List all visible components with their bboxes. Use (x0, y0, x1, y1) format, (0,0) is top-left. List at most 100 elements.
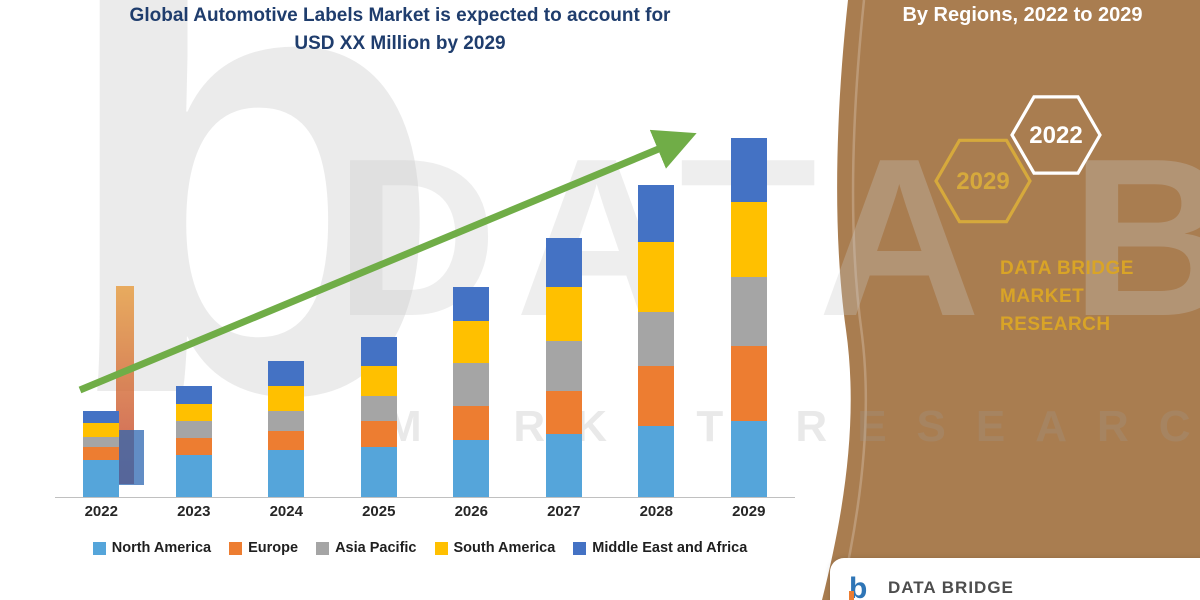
bar-segment-asia-pacific (83, 436, 120, 448)
bar-segment-south-america (268, 385, 305, 411)
x-axis-label: 2022 (84, 503, 118, 520)
bar-segment-middle-east-and-africa (268, 361, 305, 386)
bar-column-2026 (425, 120, 518, 497)
hexagon-2029-shape (934, 138, 1032, 224)
bar-segment-asia-pacific (360, 395, 397, 421)
legend-label: Europe (248, 540, 299, 556)
bar-stack (453, 286, 490, 497)
bar-segment-south-america (83, 422, 120, 437)
bar-stack (545, 238, 582, 497)
bar-segment-north-america (360, 447, 397, 497)
by-regions-heading: By Regions, 2022 to 2029 (902, 4, 1143, 26)
bar-stack (268, 361, 305, 497)
bar-column-2022 (55, 120, 148, 497)
legend-swatch (434, 541, 448, 555)
bar-segment-north-america (638, 425, 675, 497)
bar-segment-north-america (175, 455, 212, 497)
legend-item-europe: Europe (229, 540, 298, 556)
bar-column-2025 (333, 120, 426, 497)
legend-item-south-america: South America (434, 540, 556, 556)
brand-text: DATA BRIDGE MARKET RESEARCH (1000, 255, 1200, 339)
hexagon-badges: 2029 2022 (934, 95, 1102, 224)
chart-title: Global Automotive Labels Market is expec… (40, 2, 760, 58)
bar-segment-europe (268, 430, 305, 451)
bar-segment-europe (83, 447, 120, 461)
legend-swatch (229, 541, 243, 555)
x-axis-label: 2023 (177, 503, 211, 520)
bar-segment-asia-pacific (545, 341, 582, 391)
bar-segment-europe (360, 420, 397, 448)
legend-swatch (92, 541, 106, 555)
bar-segment-north-america (453, 440, 490, 497)
hexagon-2022-label: 2022 (1029, 122, 1082, 149)
bar-segment-north-america (83, 460, 120, 497)
legend-label: South America (453, 540, 556, 556)
hexagon-2022-shape (1010, 95, 1102, 175)
legend-swatch (316, 541, 330, 555)
bar-stack (730, 137, 767, 497)
x-axis-label: 2026 (454, 503, 488, 520)
x-axis-label: 2027 (547, 503, 581, 520)
footer-brand-text: DATA BRIDGE (888, 578, 1014, 597)
bar-segment-europe (730, 346, 767, 421)
bar-segment-asia-pacific (268, 410, 305, 431)
x-axis-labels: 2022 2023 2024 2025 2026 2027 2028 2029 (55, 503, 795, 520)
legend-item-middle-east-and-africa: Middle East and Africa (573, 540, 747, 556)
x-axis-label: 2024 (269, 503, 303, 520)
bar-segment-middle-east-and-africa (545, 238, 582, 287)
bar-segment-north-america (545, 433, 582, 497)
bar-segment-middle-east-and-africa (83, 410, 120, 423)
hexagon-2029-label: 2029 (956, 168, 1009, 195)
bar-segment-europe (638, 366, 675, 426)
bar-segment-middle-east-and-africa (175, 385, 212, 404)
brand-text-line2: RESEARCH (1000, 314, 1111, 335)
legend-swatch (573, 541, 587, 555)
bar-segment-middle-east-and-africa (638, 184, 675, 243)
chart-title-line2: USD XX Million by 2029 (294, 33, 506, 54)
region-legend: North America Europe Asia Pacific South Ame… (30, 540, 810, 556)
bar-stack (638, 184, 675, 497)
bar-segment-europe (545, 390, 582, 434)
legend-label: North America (111, 540, 212, 556)
bar-segment-asia-pacific (175, 420, 212, 438)
legend-item-north-america: North America (92, 540, 212, 556)
bar-segment-europe (453, 405, 490, 441)
bar-column-2024 (240, 120, 333, 497)
x-axis-label: 2025 (362, 503, 396, 520)
bar-segment-asia-pacific (453, 363, 490, 406)
bar-segment-south-america (360, 366, 397, 396)
bar-stack (360, 337, 397, 497)
bar-segment-south-america (175, 403, 212, 421)
side-panel-edge-curve (838, 0, 868, 600)
x-axis-label: 2028 (639, 503, 673, 520)
bar-segment-asia-pacific (730, 276, 767, 347)
bar-segment-south-america (638, 242, 675, 312)
bar-segment-south-america (453, 321, 490, 364)
bar-chart (55, 120, 795, 498)
bar-segment-europe (175, 437, 212, 456)
bar-segment-south-america (730, 202, 767, 277)
bar-segment-south-america (545, 286, 582, 342)
legend-item-asia-pacific: Asia Pacific (316, 540, 417, 556)
databridge-logo-icon: b (849, 572, 867, 600)
market-research-text-watermark: MARKET RESEARCH (385, 402, 1200, 451)
bar-stack (83, 410, 120, 497)
bar-segment-middle-east-and-africa (360, 337, 397, 367)
chart-title-line1: Global Automotive Labels Market is expec… (129, 5, 671, 26)
x-axis-label: 2029 (732, 503, 766, 520)
side-panel-shape (822, 0, 1200, 600)
bar-stack (175, 385, 212, 497)
footer-logo-card: b DATA BRIDGE (830, 558, 1200, 600)
bar-segment-asia-pacific (638, 311, 675, 367)
legend-label: Middle East and Africa (592, 540, 748, 556)
legend-label: Asia Pacific (335, 540, 417, 556)
bar-segment-middle-east-and-africa (730, 137, 767, 203)
bar-column-2023 (148, 120, 241, 497)
bar-column-2028 (610, 120, 703, 497)
bar-column-2027 (518, 120, 611, 497)
bar-column-2029 (703, 120, 796, 497)
bar-segment-north-america (730, 420, 767, 497)
bar-segment-middle-east-and-africa (453, 286, 490, 322)
